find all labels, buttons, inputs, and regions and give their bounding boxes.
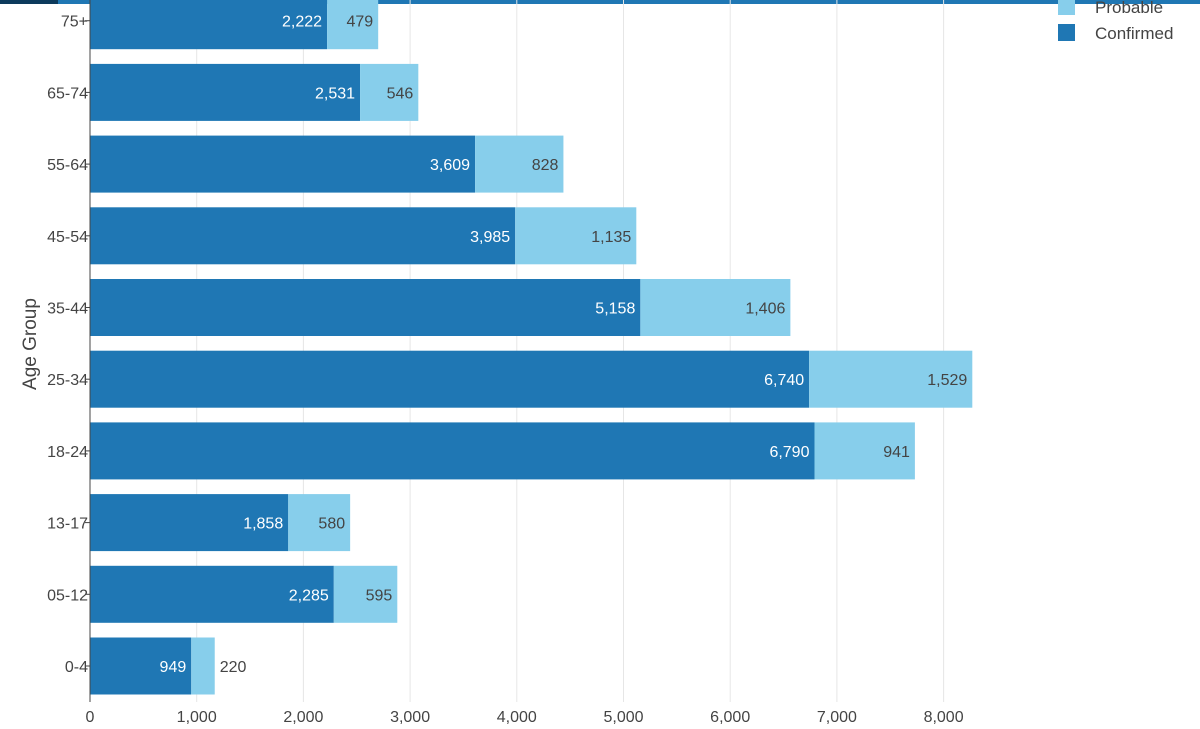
y-tick-label: 45-54 <box>47 229 88 246</box>
bar-confirmed-75+[interactable] <box>90 0 328 50</box>
y-tick-label: 0-4 <box>65 659 88 676</box>
bar-probable-35-44[interactable] <box>640 279 791 336</box>
data-label-probable: 595 <box>366 587 393 604</box>
bar-confirmed-65-74[interactable] <box>90 63 361 121</box>
data-label-probable: 828 <box>532 157 559 174</box>
data-label-confirmed: 6,790 <box>769 444 809 461</box>
data-label-probable: 941 <box>883 444 910 461</box>
y-tick-label: 35-44 <box>47 301 88 318</box>
y-axis-title: Age Group <box>20 298 41 390</box>
y-tick-label: 18-24 <box>47 444 88 461</box>
x-tick-label: 0 <box>86 709 95 726</box>
bar-probable-45-54[interactable] <box>515 207 637 265</box>
legend-swatch-confirmed <box>1058 24 1075 41</box>
bar-probable-65-74[interactable] <box>360 63 419 121</box>
data-label-confirmed: 3,609 <box>430 157 470 174</box>
top-accent-stripe <box>0 0 1200 4</box>
data-label-probable: 1,135 <box>591 229 631 246</box>
bar-probable-75+[interactable] <box>327 0 379 50</box>
data-label-probable: 546 <box>387 85 414 102</box>
x-tick-label: 2,000 <box>283 709 323 726</box>
data-label-confirmed: 2,285 <box>289 587 329 604</box>
y-tick-label: 05-12 <box>47 587 88 604</box>
data-label-probable: 479 <box>346 14 373 31</box>
bar-confirmed-13-17[interactable] <box>90 494 289 552</box>
data-label-confirmed: 6,740 <box>764 372 804 389</box>
top-accent-stripe-dark <box>0 0 58 4</box>
x-tick-label: 3,000 <box>390 709 430 726</box>
data-labels: 949 220 2,285 595 1,858 580 6,790 941 6,740 1,529… <box>160 14 968 676</box>
bar-confirmed-35-44[interactable] <box>90 279 641 336</box>
y-tick-label: 75+ <box>61 14 88 31</box>
y-tick-label: 13-17 <box>47 516 88 533</box>
data-label-probable: 1,529 <box>927 372 967 389</box>
data-label-probable: 1,406 <box>745 301 785 318</box>
data-label-probable: 580 <box>318 516 345 533</box>
x-tick-label: 5,000 <box>603 709 643 726</box>
y-tick-label: 25-34 <box>47 372 88 389</box>
bar-confirmed-45-54[interactable] <box>90 207 516 265</box>
data-label-confirmed: 2,222 <box>282 14 322 31</box>
bar-confirmed-0-4[interactable] <box>90 637 192 695</box>
bar-probable-13-17[interactable] <box>288 494 351 552</box>
x-tick-label: 4,000 <box>497 709 537 726</box>
bar-confirmed-05-12[interactable] <box>90 565 334 623</box>
bar-probable-25-34[interactable] <box>809 350 973 408</box>
data-label-confirmed: 3,985 <box>470 229 510 246</box>
bars <box>90 0 973 695</box>
bar-probable-05-12[interactable] <box>333 565 398 623</box>
data-label-confirmed: 2,531 <box>315 85 355 102</box>
y-tick-label: 65-74 <box>47 85 88 102</box>
bar-confirmed-25-34[interactable] <box>90 350 810 408</box>
x-tick-label: 1,000 <box>177 709 217 726</box>
bar-probable-0-4[interactable] <box>191 637 215 695</box>
legend[interactable]: Probable Confirmed <box>1058 0 1173 43</box>
data-label-confirmed: 5,158 <box>595 301 635 318</box>
bar-confirmed-18-24[interactable] <box>90 422 815 480</box>
x-tick-label: 7,000 <box>817 709 857 726</box>
legend-label-confirmed[interactable]: Confirmed <box>1095 24 1173 43</box>
bar-probable-55-64[interactable] <box>475 135 564 193</box>
x-tick-label: 8,000 <box>924 709 964 726</box>
data-label-confirmed: 949 <box>160 659 187 676</box>
legend-swatch-probable <box>1058 0 1075 15</box>
x-tick-labels: 0 1,000 2,000 3,000 4,000 5,000 6,000 7,000 8,00… <box>86 709 964 726</box>
data-label-confirmed: 1,858 <box>243 516 283 533</box>
legend-label-probable[interactable]: Probable <box>1095 0 1163 17</box>
bar-confirmed-55-64[interactable] <box>90 135 476 193</box>
y-tick-label: 55-64 <box>47 157 88 174</box>
x-tick-label: 6,000 <box>710 709 750 726</box>
y-tick-labels: 0-4 05-12 13-17 18-24 25-34 35-44 45-54 55-64 65… <box>47 14 90 676</box>
data-label-probable: 220 <box>220 659 247 676</box>
bar-probable-18-24[interactable] <box>814 422 915 480</box>
